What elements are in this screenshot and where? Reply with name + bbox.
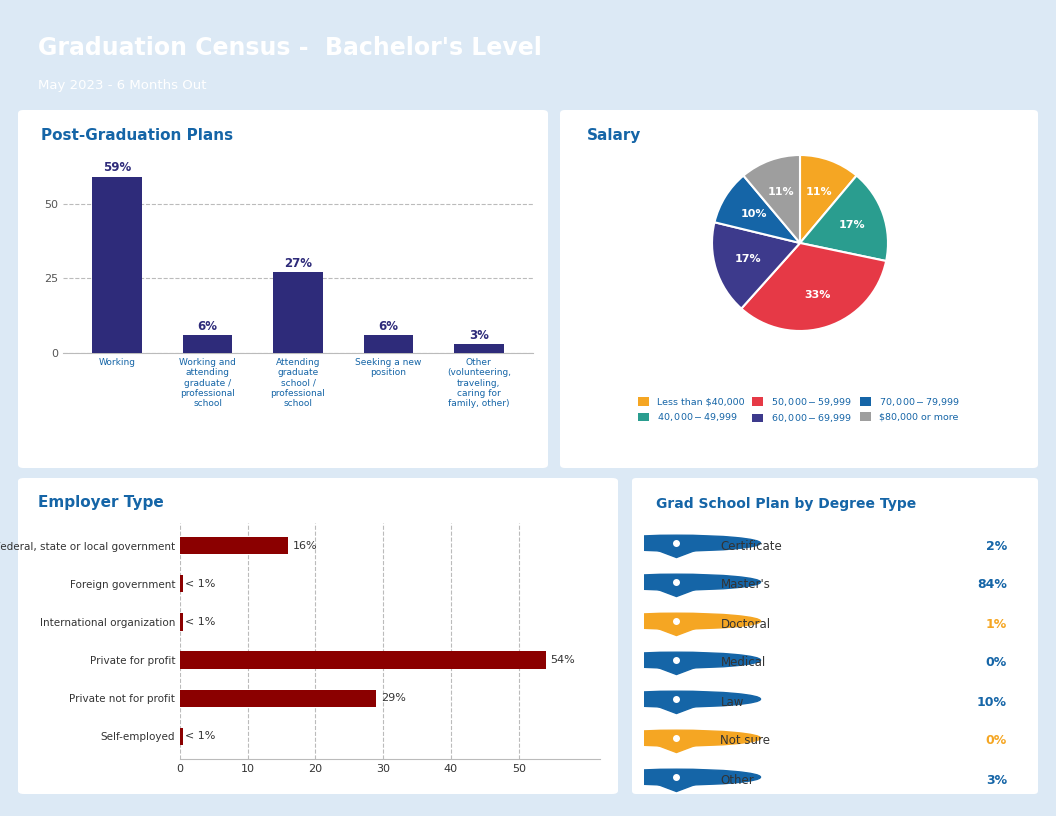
- Legend: Less than $40,000, $40,000 - $49,999, $50,000 - $59,999, $60,000 - $69,999, $70,: Less than $40,000, $40,000 - $49,999, $5…: [635, 392, 964, 428]
- Bar: [180, 575, 183, 592]
- Text: < 1%: < 1%: [186, 731, 215, 741]
- Bar: [180, 651, 546, 668]
- Polygon shape: [658, 784, 696, 792]
- FancyBboxPatch shape: [560, 110, 1038, 468]
- Text: 54%: 54%: [550, 655, 576, 665]
- Text: 1%: 1%: [985, 618, 1007, 631]
- Polygon shape: [658, 707, 696, 713]
- Wedge shape: [800, 155, 856, 243]
- Bar: [183, 335, 232, 353]
- Text: Master's: Master's: [720, 579, 770, 592]
- Circle shape: [592, 691, 760, 707]
- Text: 11%: 11%: [806, 187, 832, 197]
- Text: Graduation Census -  Bachelor's Level: Graduation Census - Bachelor's Level: [38, 36, 543, 60]
- Text: 27%: 27%: [284, 257, 312, 270]
- Text: Grad School Plan by Degree Type: Grad School Plan by Degree Type: [656, 497, 916, 511]
- Text: 6%: 6%: [197, 320, 218, 333]
- Bar: [454, 344, 504, 353]
- FancyBboxPatch shape: [631, 478, 1038, 794]
- Text: 17%: 17%: [735, 255, 761, 264]
- Circle shape: [592, 769, 760, 785]
- Polygon shape: [658, 667, 696, 675]
- Text: < 1%: < 1%: [186, 617, 215, 627]
- Bar: [180, 728, 183, 745]
- Text: 29%: 29%: [381, 693, 407, 703]
- Text: < 1%: < 1%: [186, 579, 215, 589]
- Wedge shape: [800, 175, 888, 261]
- Text: 17%: 17%: [838, 220, 865, 230]
- Wedge shape: [715, 175, 800, 243]
- Bar: [180, 537, 288, 554]
- Text: Law: Law: [720, 695, 743, 708]
- Text: 3%: 3%: [985, 774, 1007, 787]
- Text: 16%: 16%: [294, 541, 318, 551]
- Text: 6%: 6%: [378, 320, 398, 333]
- Text: May 2023 - 6 Months Out: May 2023 - 6 Months Out: [38, 79, 207, 92]
- Text: Other: Other: [720, 774, 754, 787]
- Text: Salary: Salary: [586, 128, 641, 144]
- Circle shape: [592, 652, 760, 668]
- Text: 59%: 59%: [103, 162, 131, 175]
- Wedge shape: [712, 222, 800, 308]
- Polygon shape: [658, 745, 696, 752]
- Bar: [92, 177, 143, 353]
- Wedge shape: [741, 243, 886, 331]
- Wedge shape: [743, 155, 800, 243]
- Circle shape: [592, 535, 760, 551]
- Circle shape: [592, 613, 760, 629]
- Bar: [180, 690, 376, 707]
- Text: Doctoral: Doctoral: [720, 618, 771, 631]
- Text: Medical: Medical: [720, 657, 766, 669]
- Polygon shape: [658, 589, 696, 596]
- Bar: [274, 273, 323, 353]
- Bar: [363, 335, 413, 353]
- Text: Certificate: Certificate: [720, 539, 782, 552]
- Text: 0%: 0%: [985, 734, 1007, 747]
- Text: Post-Graduation Plans: Post-Graduation Plans: [41, 128, 233, 144]
- Bar: [180, 614, 183, 631]
- FancyBboxPatch shape: [18, 478, 618, 794]
- Text: 3%: 3%: [469, 329, 489, 342]
- Polygon shape: [658, 628, 696, 636]
- Text: 84%: 84%: [977, 579, 1007, 592]
- Text: 11%: 11%: [768, 187, 795, 197]
- Circle shape: [592, 730, 760, 746]
- FancyBboxPatch shape: [18, 110, 548, 468]
- Text: 33%: 33%: [804, 290, 830, 299]
- Text: 2%: 2%: [985, 539, 1007, 552]
- Text: 10%: 10%: [740, 209, 767, 220]
- Text: 0%: 0%: [985, 657, 1007, 669]
- Text: Employer Type: Employer Type: [38, 495, 164, 510]
- Text: Not sure: Not sure: [720, 734, 771, 747]
- Polygon shape: [658, 550, 696, 557]
- Text: 10%: 10%: [977, 695, 1007, 708]
- Circle shape: [592, 574, 760, 590]
